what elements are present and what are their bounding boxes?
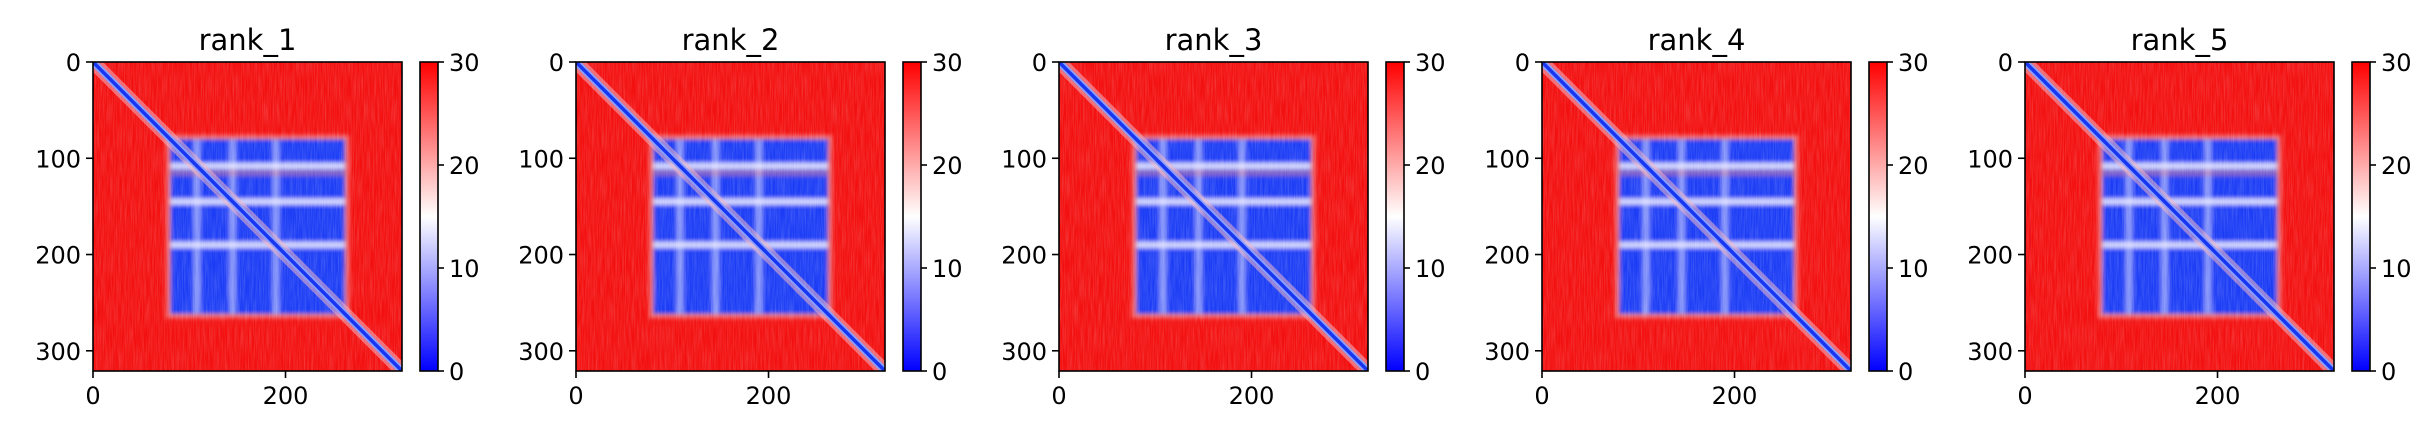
y-tick-label: 100 (1967, 145, 2013, 173)
axes-frame (92, 61, 403, 372)
colorbar-tick-label: 10 (932, 255, 963, 283)
colorbar: 0 10 20 30 (1868, 49, 1929, 386)
y-tick-label: 0 (1998, 49, 2013, 77)
y-tick-label: 300 (1484, 338, 1530, 366)
diagonal (1059, 62, 1368, 371)
panel-title: rank_5 (2131, 23, 2229, 57)
x-tick-label: 200 (1229, 382, 1275, 410)
colorbar: 0 10 20 30 (1385, 49, 1446, 386)
diagonal (2025, 62, 2334, 371)
y-tick-label: 200 (518, 242, 564, 270)
diagonal (1542, 62, 1851, 371)
x-tick-label: 200 (2195, 382, 2241, 410)
y-tick-label: 0 (66, 49, 81, 77)
colorbar-tick-label: 30 (1415, 49, 1446, 77)
y-tick-label: 300 (35, 338, 81, 366)
x-tick-label: 0 (1051, 382, 1066, 410)
colorbar-tick-label: 0 (1415, 358, 1430, 386)
y-tick-label: 200 (1967, 242, 2013, 270)
panel-title: rank_3 (1165, 23, 1263, 57)
y-tick-label: 100 (518, 145, 564, 173)
axes-frame (1058, 61, 1369, 372)
y-tick-label: 200 (1484, 242, 1530, 270)
y-tick-label: 0 (1032, 49, 1047, 77)
heatmap-image (1542, 62, 1851, 371)
colorbar: 0 10 20 30 (419, 49, 480, 386)
colorbar-tick-label: 20 (449, 152, 480, 180)
heatmap-image (1059, 62, 1368, 371)
colorbar-gradient (1868, 61, 1888, 372)
heatmap-image (93, 62, 402, 371)
colorbar-gradient (902, 61, 922, 372)
colorbar-tick-label: 10 (1898, 255, 1929, 283)
colorbar-gradient (1385, 61, 1405, 372)
colorbar: 0 10 20 30 (2351, 49, 2412, 386)
diagonal (576, 62, 885, 371)
y-tick-label: 100 (1001, 145, 1047, 173)
y-tick-label: 0 (1515, 49, 1530, 77)
colorbar-gradient (2351, 61, 2371, 372)
y-tick-label: 300 (1001, 338, 1047, 366)
colorbar-gradient (419, 61, 439, 372)
y-tick-label: 200 (35, 242, 81, 270)
colorbar-tick-label: 30 (932, 49, 963, 77)
colorbar-tick-label: 0 (932, 358, 947, 386)
colorbar-tick-label: 10 (1415, 255, 1446, 283)
x-tick-label: 0 (2017, 382, 2032, 410)
x-tick-label: 0 (568, 382, 583, 410)
colorbar-tick-label: 30 (2381, 49, 2412, 77)
heatmap-image (576, 62, 885, 371)
colorbar-tick-label: 0 (449, 358, 464, 386)
axes-frame (2024, 61, 2335, 372)
diagonal (93, 62, 402, 371)
colorbar-tick-label: 20 (2381, 152, 2412, 180)
x-tick-label: 200 (263, 382, 309, 410)
x-tick-label: 0 (85, 382, 100, 410)
colorbar-tick-label: 10 (449, 255, 480, 283)
colorbar-tick-label: 20 (1415, 152, 1446, 180)
colorbar-tick-label: 0 (2381, 358, 2396, 386)
colorbar-tick-label: 30 (1898, 49, 1929, 77)
heatmap-image (2025, 62, 2334, 371)
axes-frame (1541, 61, 1852, 372)
colorbar: 0 10 20 30 (902, 49, 963, 386)
axes-frame (575, 61, 886, 372)
y-tick-label: 300 (518, 338, 564, 366)
panel-title: rank_4 (1648, 23, 1746, 57)
colorbar-tick-label: 30 (449, 49, 480, 77)
colorbar-tick-label: 10 (2381, 255, 2412, 283)
x-tick-label: 200 (746, 382, 792, 410)
colorbar-tick-label: 20 (932, 152, 963, 180)
y-tick-label: 200 (1001, 242, 1047, 270)
y-tick-label: 300 (1967, 338, 2013, 366)
x-tick-label: 200 (1712, 382, 1758, 410)
x-tick-label: 0 (1534, 382, 1549, 410)
colorbar-tick-label: 0 (1898, 358, 1913, 386)
y-tick-label: 100 (35, 145, 81, 173)
y-tick-label: 0 (549, 49, 564, 77)
colorbar-tick-label: 20 (1898, 152, 1929, 180)
panel-title: rank_2 (682, 23, 780, 57)
y-tick-label: 100 (1484, 145, 1530, 173)
panel-title: rank_1 (199, 23, 297, 57)
